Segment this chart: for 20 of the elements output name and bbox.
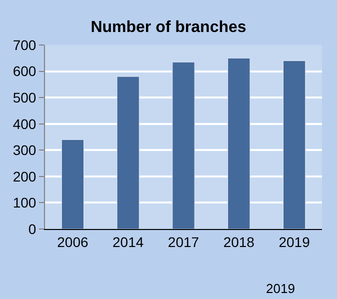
y-tick-label: 600 xyxy=(12,63,36,80)
y-tick-label: 400 xyxy=(12,116,36,132)
bar xyxy=(61,139,84,229)
y-tick-label: 500 xyxy=(12,89,36,106)
x-tick-label: 2018 xyxy=(223,234,255,250)
bar xyxy=(172,62,195,229)
text: 2019 xyxy=(266,281,295,296)
x-tick-label: 2014 xyxy=(112,234,144,250)
y-tick-label: 200 xyxy=(12,168,36,184)
y-tick-label: 100 xyxy=(12,194,36,211)
chart-title: Number of branches xyxy=(90,19,246,36)
y-tick-label: 300 xyxy=(12,142,36,158)
x-tick-label: 2017 xyxy=(168,234,200,250)
bar xyxy=(228,58,250,229)
bar xyxy=(282,60,306,229)
bar xyxy=(116,76,140,229)
y-tick-label: 700 xyxy=(12,36,36,53)
x-tick-label: 2006 xyxy=(57,234,88,250)
x-tick-label: 2019 xyxy=(278,234,310,250)
y-tick-label: 0 xyxy=(28,220,36,237)
